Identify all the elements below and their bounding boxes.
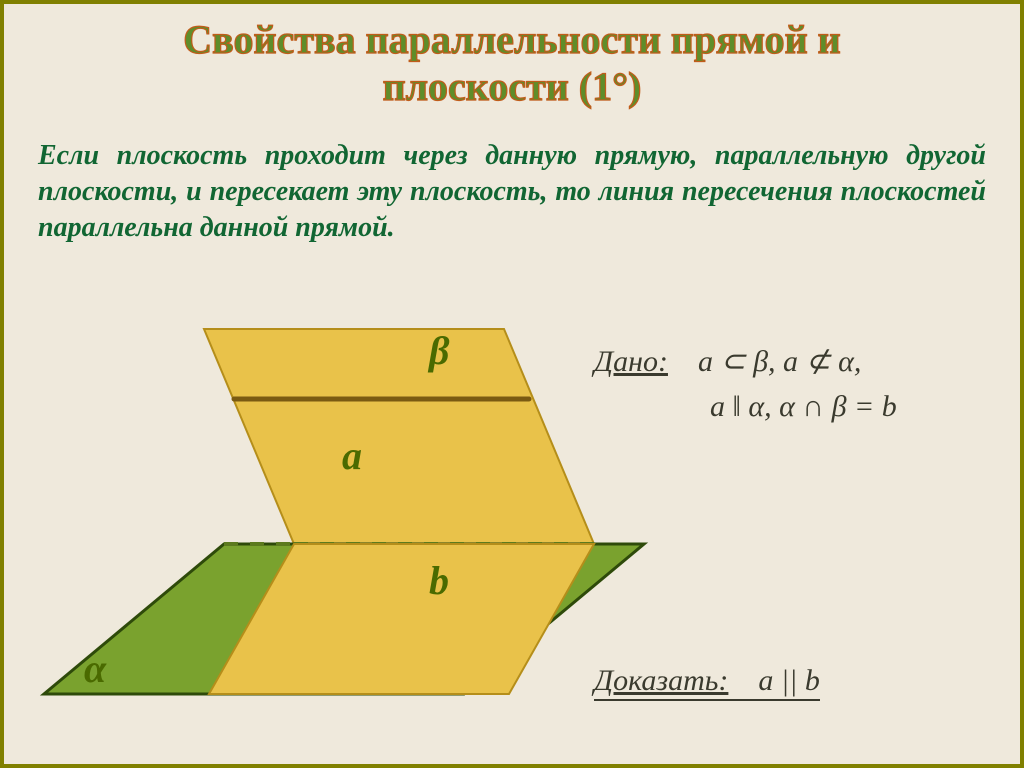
prove-text: a || b xyxy=(758,664,820,697)
diagram-label-b: b xyxy=(429,558,449,603)
given-block: Дано: a ⊂ β, a ⊄ α, a ‖ α, α ∩ β = b xyxy=(594,339,897,429)
slide: Свойства параллельности прямой и плоскос… xyxy=(0,0,1024,768)
title-line-2: плоскости (1°) xyxy=(383,64,642,109)
given-line-2: a ‖ α, α ∩ β = b xyxy=(710,390,897,423)
theorem-text: Если плоскость проходит через данную пря… xyxy=(38,138,986,245)
diagram-label-beta: β xyxy=(427,328,450,373)
prove-label: Доказать: xyxy=(594,664,728,697)
diagram: β a b α xyxy=(34,304,654,744)
given-line-1: a ⊂ β, a ⊄ α, xyxy=(698,345,861,378)
diagram-svg: β a b α xyxy=(34,304,654,744)
diagram-label-a: a xyxy=(342,433,362,478)
given-label: Дано: xyxy=(594,345,668,378)
prove-block: Доказать: a || b xyxy=(594,664,820,698)
title-line-1: Свойства параллельности прямой и xyxy=(183,17,840,62)
plane-beta-back xyxy=(204,329,594,544)
diagram-label-alpha: α xyxy=(84,646,107,691)
slide-title: Свойства параллельности прямой и плоскос… xyxy=(32,16,992,110)
